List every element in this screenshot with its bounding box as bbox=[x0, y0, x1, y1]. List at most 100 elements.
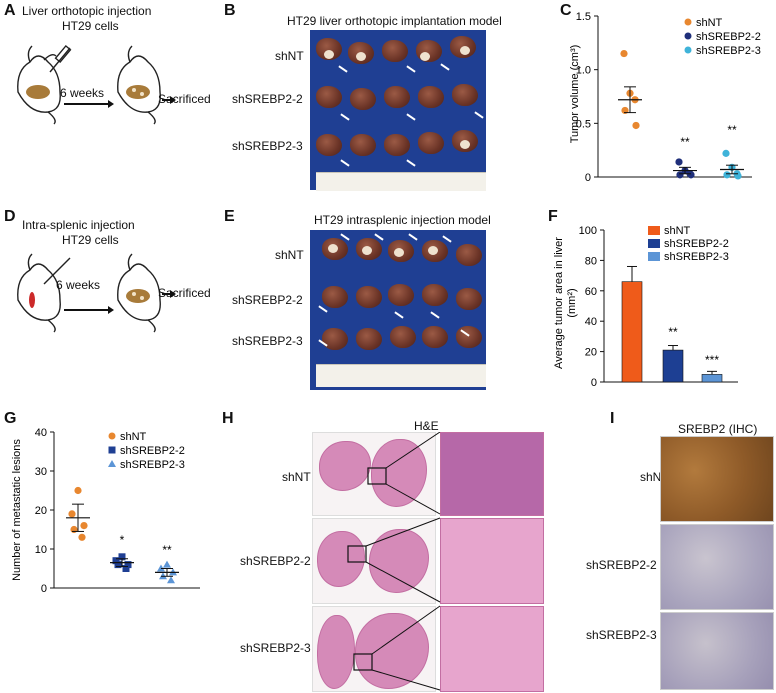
panel-g-legend-shnt: shNT bbox=[120, 431, 147, 443]
panel-c-ytick-label-1: 0.5 bbox=[576, 118, 591, 130]
panel-c-legend-marker-sh2 bbox=[684, 32, 692, 40]
panel-f-ylabel-unit: (mm²) bbox=[566, 288, 578, 317]
panel-c-point-1-4 bbox=[687, 171, 695, 179]
panel-g-point-0-4 bbox=[78, 533, 86, 541]
panel-g-chart: Number of metastatic lesions 0 10 20 30 40 *… bbox=[11, 427, 200, 592]
panel-h-shnt-zoom bbox=[440, 432, 544, 516]
panel-g-point-2-4 bbox=[167, 576, 175, 584]
panel-a-mouse-schematic bbox=[17, 44, 176, 125]
panel-c-legend: shNT shSREBP2-2 shSREBP2-3 bbox=[684, 17, 761, 57]
panel-b-row-label-sh2: shSREBP2-2 bbox=[232, 92, 303, 106]
panel-i-shnt-image bbox=[660, 436, 774, 522]
panel-letter-c: C bbox=[560, 2, 572, 19]
panel-f-legend-marker-shnt bbox=[648, 226, 660, 235]
panel-g-ytick-label-3: 30 bbox=[35, 466, 47, 478]
panel-c-legend-sh2: shSREBP2-2 bbox=[696, 31, 761, 43]
panel-c-point-2-0 bbox=[722, 149, 730, 157]
panel-letter-f: F bbox=[548, 208, 558, 225]
panel-g-point-1-4 bbox=[122, 565, 130, 572]
panel-c-point-1-0 bbox=[675, 158, 683, 166]
panel-c-ytick-label-0: 0 bbox=[585, 172, 591, 184]
panel-f-ytick-label-4: 80 bbox=[585, 255, 597, 267]
panel-f-legend-sh2: shSREBP2-2 bbox=[664, 238, 729, 250]
panel-letter-b: B bbox=[224, 2, 236, 19]
panel-b-photo bbox=[310, 30, 486, 190]
panel-f-chart: Average tumor area in liver (mm²) 0 20 40 6… bbox=[553, 225, 738, 389]
panel-h-sh2-overview bbox=[312, 518, 436, 604]
panel-letter-e: E bbox=[224, 208, 235, 225]
panel-i-sh3-image bbox=[660, 612, 774, 690]
panel-a-weeks-label: 6 weeks bbox=[60, 86, 105, 100]
panel-g-legend-marker-sh3 bbox=[108, 460, 116, 467]
panel-c-legend-shnt: shNT bbox=[696, 17, 723, 29]
panel-f-legend: shNT shSREBP2-2 shSREBP2-3 bbox=[648, 225, 729, 263]
panel-g-point-0-1 bbox=[68, 510, 76, 518]
panel-g-ytick-label-1: 10 bbox=[35, 544, 47, 556]
panel-e-ruler bbox=[316, 364, 486, 387]
panel-f-ytick-label-1: 20 bbox=[585, 347, 597, 359]
panel-a-title: Liver orthotopic injection bbox=[22, 4, 152, 18]
panel-i-row-label-sh3: shSREBP2-3 bbox=[586, 628, 657, 642]
panel-a-subtitle: HT29 cells bbox=[62, 19, 119, 33]
panel-f-sig-sh3: *** bbox=[705, 353, 719, 367]
panel-letter-h: H bbox=[222, 410, 234, 427]
panel-f-ytick-label-3: 60 bbox=[585, 286, 597, 298]
panel-d-mouse-schematic bbox=[17, 253, 176, 333]
panel-i-sh2-image bbox=[660, 524, 774, 610]
panel-i-title: SREBP2 (IHC) bbox=[678, 422, 758, 436]
panel-c-ytick-label-2: 1.0 bbox=[576, 65, 591, 77]
panel-c-ylabel: Tumor volume (cm³) bbox=[569, 45, 581, 144]
panel-h-shnt-overview bbox=[312, 432, 436, 516]
panel-c-point-1-3 bbox=[676, 171, 684, 179]
panel-h-row-label-sh2: shSREBP2-2 bbox=[240, 554, 311, 568]
panel-letter-a: A bbox=[4, 2, 16, 19]
panel-g-point-0-2 bbox=[80, 522, 88, 530]
panel-f-legend-marker-sh2 bbox=[648, 239, 660, 248]
panel-e-row-label-sh3: shSREBP2-3 bbox=[232, 334, 303, 348]
panel-c-legend-sh3: shSREBP2-3 bbox=[696, 45, 761, 57]
panel-h-row-label-sh3: shSREBP2-3 bbox=[240, 641, 311, 655]
panel-i-row-label-sh2: shSREBP2-2 bbox=[586, 558, 657, 572]
panel-letter-g: G bbox=[4, 410, 17, 427]
panel-e-row-label-sh2: shSREBP2-2 bbox=[232, 293, 303, 307]
panel-g-point-1-2 bbox=[124, 561, 132, 569]
panel-b-title: HT29 liver orthotopic implantation model bbox=[287, 14, 502, 28]
panel-g-point-2-0 bbox=[163, 560, 171, 568]
panel-f-bar-1 bbox=[662, 349, 684, 383]
panel-h-zoom-lines bbox=[347, 432, 441, 691]
panel-c-point-0-0 bbox=[620, 49, 628, 58]
panel-c-ytick-label-3: 1.5 bbox=[576, 11, 591, 23]
panel-g-point-2-3 bbox=[159, 572, 167, 580]
panel-a-end-label: Sacrificed bbox=[158, 92, 211, 106]
panel-g-legend-sh2: shSREBP2-2 bbox=[120, 445, 185, 457]
panel-e-title: HT29 intrasplenic injection model bbox=[314, 213, 491, 227]
panel-h-sh3-zoom bbox=[440, 606, 544, 692]
panel-g-sig-sh2: * bbox=[120, 533, 125, 547]
panel-f-legend-shnt: shNT bbox=[664, 225, 691, 237]
panel-e-photo bbox=[310, 230, 486, 390]
panel-d-subtitle: HT29 cells bbox=[62, 233, 119, 247]
panel-g-ytick-label-2: 20 bbox=[35, 505, 47, 517]
panel-c-sig-sh2: ** bbox=[680, 135, 690, 149]
panel-g-point-1-0 bbox=[118, 553, 126, 561]
panel-g-point-1-1 bbox=[112, 557, 120, 565]
panel-f-bar-0 bbox=[621, 281, 643, 383]
panel-c-point-0-4 bbox=[632, 121, 640, 130]
panel-g-point-1-3 bbox=[114, 561, 122, 569]
panel-c-sig-sh3: ** bbox=[727, 123, 737, 137]
panel-h-title: H&E bbox=[414, 419, 439, 433]
panel-f-bar-2 bbox=[701, 374, 723, 383]
panel-g-point-0-0 bbox=[74, 486, 82, 495]
panel-f-legend-marker-sh3 bbox=[648, 252, 660, 261]
panel-c-chart: Tumor volume (cm³) 0 0.5 1.0 1.5 ** ** shNT… bbox=[569, 11, 761, 184]
panel-f-ylabel: Average tumor area in liver bbox=[553, 237, 565, 369]
panel-b-row-label-shnt: shNT bbox=[275, 49, 304, 63]
panel-h-row-label-shnt: shNT bbox=[282, 470, 311, 484]
panel-d-end-label: Sacrificed bbox=[158, 286, 211, 300]
panel-g-ytick-label-4: 40 bbox=[35, 427, 47, 439]
panel-f-legend-sh3: shSREBP2-3 bbox=[664, 251, 729, 263]
panel-b-row-label-sh3: shSREBP2-3 bbox=[232, 139, 303, 153]
panel-f-sig-sh2: ** bbox=[668, 325, 678, 339]
panel-letter-i: I bbox=[610, 410, 615, 427]
panel-d-weeks-label: 6 weeks bbox=[56, 278, 101, 292]
